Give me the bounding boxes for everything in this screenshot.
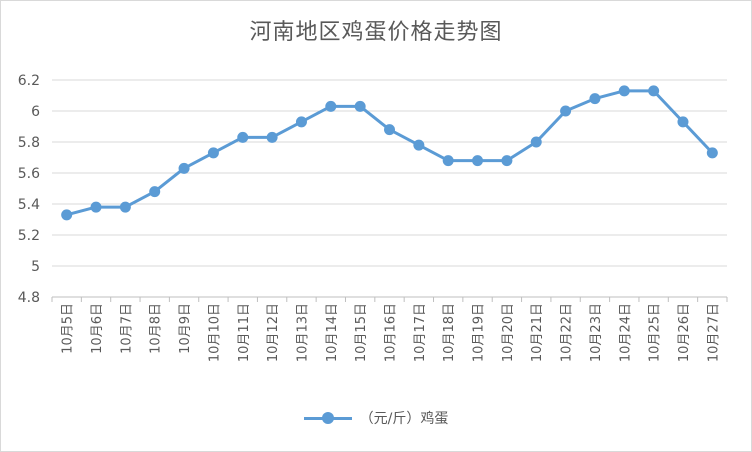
data-point <box>325 100 337 112</box>
x-tick-label: 10月26日 <box>677 303 692 362</box>
data-point <box>589 93 601 105</box>
data-point <box>237 131 249 143</box>
data-point <box>90 201 102 213</box>
data-point <box>677 116 689 128</box>
x-tick-label: 10月8日 <box>149 303 164 354</box>
chart-legend: （元/斤）鸡蛋 <box>0 408 752 428</box>
data-point <box>442 155 454 167</box>
x-tick-label: 10月23日 <box>589 303 604 362</box>
x-tick-label: 10月13日 <box>295 303 310 362</box>
data-point <box>648 85 660 97</box>
data-point <box>295 116 307 128</box>
x-tick-label: 10月27日 <box>706 303 721 362</box>
x-tick-label: 10月5日 <box>61 303 76 354</box>
x-tick-label: 10月11日 <box>237 303 252 362</box>
x-tick-label: 10月24日 <box>618 303 633 362</box>
data-point <box>560 105 572 117</box>
y-tick-label: 6 <box>31 104 40 120</box>
data-point <box>61 209 73 221</box>
data-point <box>706 147 718 159</box>
legend-line-marker-icon <box>303 410 352 426</box>
x-tick-label: 10月17日 <box>413 303 428 362</box>
x-tick-label: 10月10日 <box>207 303 222 362</box>
x-tick-label: 10月18日 <box>442 303 457 362</box>
data-point <box>149 186 161 198</box>
data-point <box>413 139 425 151</box>
x-tick-label: 10月25日 <box>648 303 663 362</box>
data-point <box>618 85 630 97</box>
y-tick-label: 6.2 <box>18 73 40 89</box>
x-tick-label: 10月9日 <box>178 303 193 354</box>
y-tick-label: 5.6 <box>18 166 40 182</box>
y-tick-label: 5.2 <box>18 228 40 244</box>
data-point <box>178 162 190 174</box>
x-tick-label: 10月16日 <box>384 303 399 362</box>
x-tick-label: 10月6日 <box>90 303 105 354</box>
data-point <box>530 136 542 148</box>
series-line <box>66 89 714 217</box>
data-point <box>354 100 366 112</box>
y-tick-label: 4.8 <box>18 290 40 306</box>
data-point <box>266 131 278 143</box>
data-point <box>384 124 395 136</box>
x-tick-label: 10月21日 <box>530 303 545 362</box>
x-tick-label: 10月20日 <box>501 303 516 362</box>
x-tick-label: 10月15日 <box>354 303 369 362</box>
x-tick-label: 10月14日 <box>325 303 340 362</box>
x-tick-label: 10月19日 <box>472 303 487 362</box>
data-point <box>472 155 484 167</box>
chart-title: 河南地区鸡蛋价格走势图 <box>249 20 503 45</box>
data-point <box>207 147 219 159</box>
x-tick-label: 10月7日 <box>119 303 134 354</box>
data-point <box>501 155 513 167</box>
legend-label: （元/斤）鸡蛋 <box>359 411 449 427</box>
x-tick-label: 10月22日 <box>560 303 575 362</box>
data-point <box>119 201 131 213</box>
y-tick-label: 5.8 <box>18 135 40 151</box>
y-tick-label: 5.4 <box>18 197 40 213</box>
y-tick-label: 5 <box>31 259 40 275</box>
x-tick-label: 10月12日 <box>266 303 281 362</box>
